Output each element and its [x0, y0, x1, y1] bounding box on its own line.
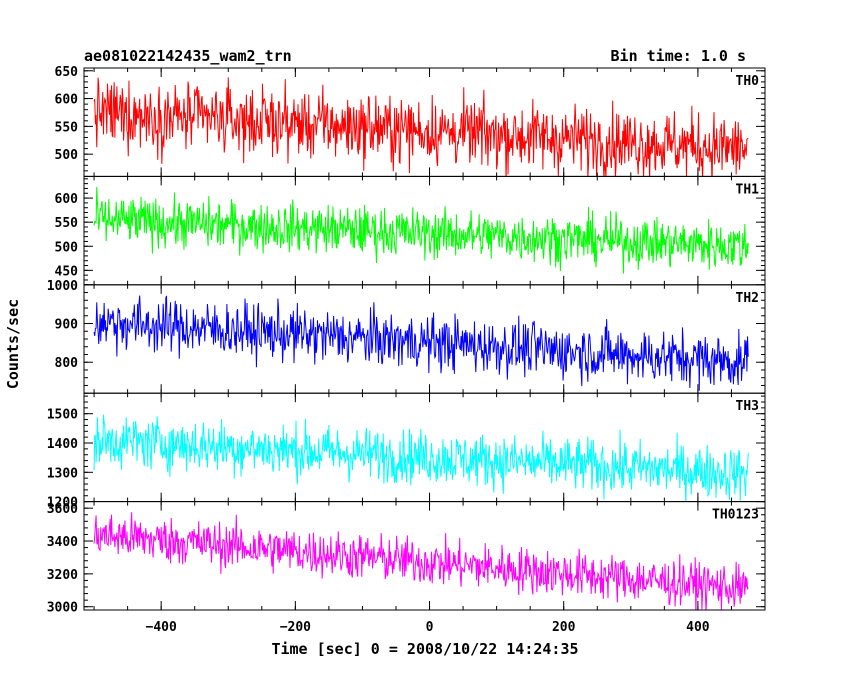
y-tick-label: 3000: [47, 601, 78, 616]
series-line-th3: [93, 414, 749, 502]
y-tick-label: 1300: [47, 466, 78, 481]
y-tick-label: 3400: [47, 535, 78, 550]
panel-th0: 500 550 600 650 TH0: [55, 65, 766, 177]
chart-title: ae081022142435_wam2_trn: [84, 47, 292, 65]
y-tick-label: 550: [55, 120, 79, 135]
y-tick-label: 550: [55, 216, 79, 231]
y-tick-label: 1200: [47, 496, 78, 511]
panel-label-th0: TH0: [736, 74, 760, 89]
x-tick-label: −200: [280, 620, 311, 635]
x-tick-label: 0: [426, 620, 434, 635]
series-line-th1: [93, 186, 749, 274]
panel-label-th0123: TH0123: [712, 508, 759, 523]
y-tick-label: 650: [55, 65, 79, 80]
x-tick-label: −400: [146, 620, 177, 635]
y-tick-label: 1500: [47, 408, 78, 423]
y-tick-label: 450: [55, 264, 79, 279]
y-tick-label: 1000: [47, 279, 78, 294]
panel-label-th2: TH2: [736, 291, 759, 306]
y-axis-label: Counts/sec: [4, 299, 22, 389]
y-tick-label: 1400: [47, 437, 78, 452]
y-tick-label: 800: [55, 356, 79, 371]
series-line-th2: [93, 295, 749, 391]
chart-subtitle: Bin time: 1.0 s: [611, 47, 746, 65]
panel-th1: 450 500 550 600 TH1: [55, 175, 766, 286]
panel-th2: 800 900 1000 TH2: [47, 279, 766, 394]
y-tick-label: 900: [55, 318, 79, 333]
y-tick-label: 500: [55, 240, 79, 255]
panel-frame: [83, 501, 766, 611]
x-tick-label: 400: [686, 620, 710, 635]
y-tick-label: 3600: [47, 502, 78, 517]
panel-th0123: 3000 3200 3400 3600 TH0123: [47, 501, 766, 616]
series-line-th0123: [93, 512, 749, 611]
x-tick-label: 200: [552, 620, 576, 635]
y-tick-label: 500: [55, 148, 79, 163]
y-tick-label: 600: [55, 192, 79, 207]
y-tick-label: 600: [55, 93, 79, 108]
x-axis-label: Time [sec] 0 = 2008/10/22 14:24:35: [271, 640, 578, 658]
y-tick-label: 3200: [47, 568, 78, 583]
series-line-th0: [93, 77, 749, 177]
panel-label-th3: TH3: [736, 399, 759, 414]
panel-th3: 1200 1300 1400 1500 TH3: [47, 392, 766, 511]
panels-group: 500 550 600 650 TH0 450 500 550 600 TH1 800 900 1000…: [47, 65, 766, 635]
panel-label-th1: TH1: [736, 182, 760, 197]
